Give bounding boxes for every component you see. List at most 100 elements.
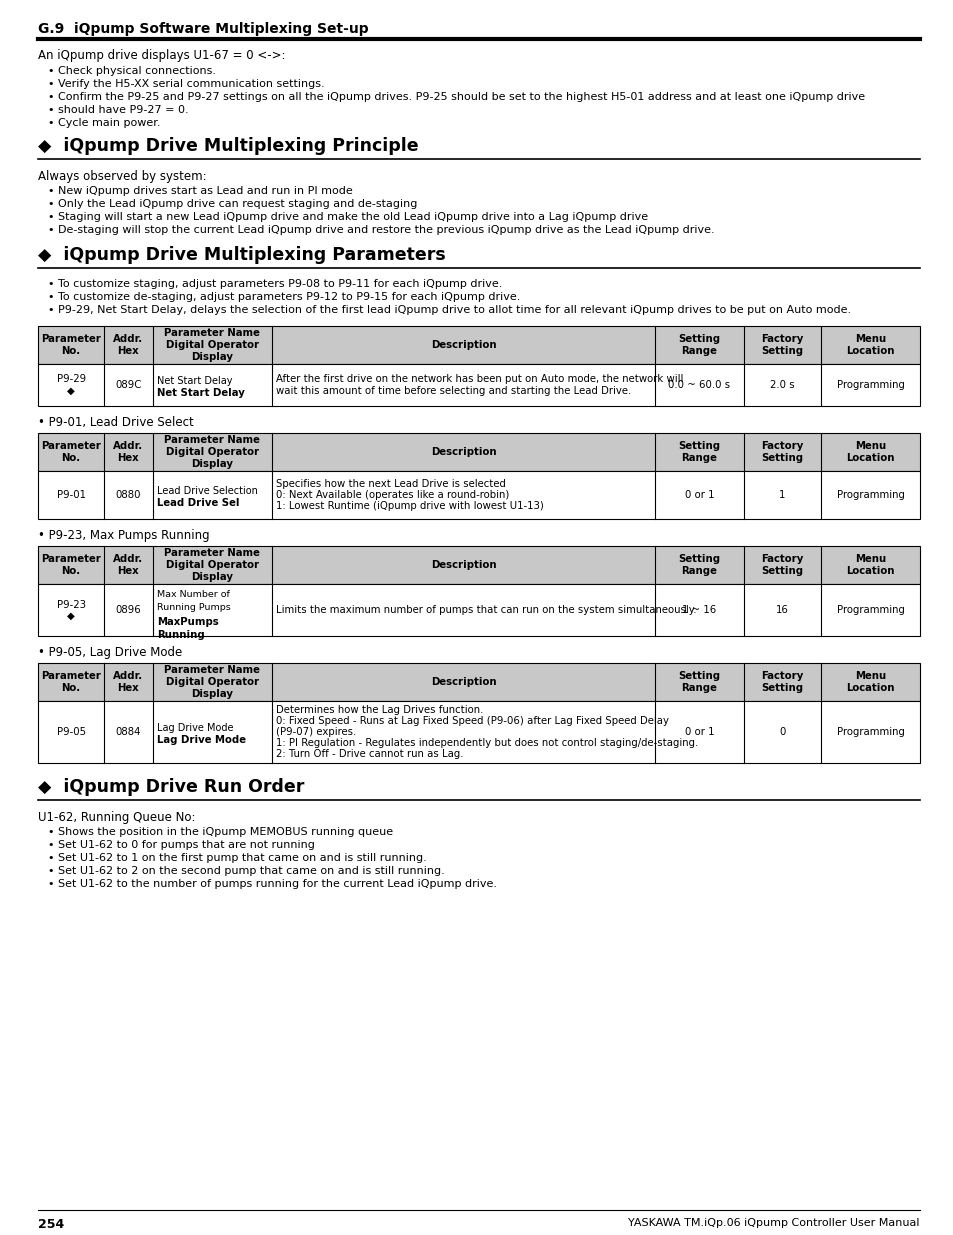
Text: Limits the maximum number of pumps that can run on the system simultaneously.: Limits the maximum number of pumps that …	[275, 605, 696, 615]
Text: U1-62, Running Queue No:: U1-62, Running Queue No:	[38, 811, 195, 824]
Text: • P9-01, Lead Drive Select: • P9-01, Lead Drive Select	[38, 416, 193, 429]
Text: • Check physical connections.: • Check physical connections.	[48, 65, 215, 77]
Text: • Shows the position in the iQpump MEMOBUS running queue: • Shows the position in the iQpump MEMOB…	[48, 827, 393, 837]
Text: wait this amount of time before selecting and starting the Lead Drive.: wait this amount of time before selectin…	[275, 385, 630, 395]
Text: 0.0 ~ 60.0 s: 0.0 ~ 60.0 s	[668, 380, 730, 390]
Text: • Cycle main power.: • Cycle main power.	[48, 119, 160, 128]
Text: Running Pumps: Running Pumps	[156, 604, 231, 613]
Text: Programming: Programming	[836, 380, 903, 390]
Bar	[38, 471, 919, 519]
Text: 2: Turn Off - Drive cannot run as Lag.: 2: Turn Off - Drive cannot run as Lag.	[275, 748, 463, 760]
Text: Setting
Range: Setting Range	[678, 671, 720, 693]
Text: Lag Drive Mode: Lag Drive Mode	[156, 722, 233, 734]
Text: 1: PI Regulation - Regulates independently but does not control staging/de-stagi: 1: PI Regulation - Regulates independent…	[275, 739, 698, 748]
Text: Menu
Location: Menu Location	[845, 671, 894, 693]
Text: • New iQpump drives start as Lead and run in PI mode: • New iQpump drives start as Lead and ru…	[48, 186, 353, 196]
Text: 0884: 0884	[115, 727, 141, 737]
Text: Setting
Range: Setting Range	[678, 335, 720, 356]
Text: After the first drive on the network has been put on Auto mode, the network will: After the first drive on the network has…	[275, 374, 682, 384]
Text: Factory
Setting: Factory Setting	[760, 335, 802, 356]
Text: Factory
Setting: Factory Setting	[760, 671, 802, 693]
Text: Factory
Setting: Factory Setting	[760, 555, 802, 576]
Text: Lead Drive Selection: Lead Drive Selection	[156, 487, 257, 496]
Text: Factory
Setting: Factory Setting	[760, 441, 802, 463]
Text: Determines how the Lag Drives function.: Determines how the Lag Drives function.	[275, 705, 482, 715]
Text: 1: Lowest Runtime (iQpump drive with lowest U1-13): 1: Lowest Runtime (iQpump drive with low…	[275, 501, 543, 511]
Text: Parameter Name
Digital Operator
Display: Parameter Name Digital Operator Display	[164, 329, 260, 362]
Text: • Set U1-62 to 2 on the second pump that came on and is still running.: • Set U1-62 to 2 on the second pump that…	[48, 866, 444, 876]
Text: • P9-23, Max Pumps Running: • P9-23, Max Pumps Running	[38, 529, 210, 542]
Text: • P9-29, Net Start Delay, delays the selection of the first lead iQpump drive to: • P9-29, Net Start Delay, delays the sel…	[48, 305, 850, 315]
Text: • Set U1-62 to 1 on the first pump that came on and is still running.: • Set U1-62 to 1 on the first pump that …	[48, 853, 426, 863]
Text: Addr.
Hex: Addr. Hex	[113, 335, 143, 356]
Text: • Confirm the P9-25 and P9-27 settings on all the iQpump drives. P9-25 should be: • Confirm the P9-25 and P9-27 settings o…	[48, 91, 864, 103]
Text: Lag Drive Mode: Lag Drive Mode	[156, 735, 246, 745]
Text: Setting
Range: Setting Range	[678, 555, 720, 576]
Text: Net Start Delay: Net Start Delay	[156, 375, 232, 387]
Text: Description: Description	[431, 447, 496, 457]
Bar	[38, 546, 919, 584]
Text: • To customize de-staging, adjust parameters P9-12 to P9-15 for each iQpump driv: • To customize de-staging, adjust parame…	[48, 291, 519, 303]
Text: • De-staging will stop the current Lead iQpump drive and restore the previous iQ: • De-staging will stop the current Lead …	[48, 225, 714, 235]
Text: An iQpump drive displays U1-67 = 0 <->:: An iQpump drive displays U1-67 = 0 <->:	[38, 49, 285, 62]
Text: Net Start Delay: Net Start Delay	[156, 388, 244, 398]
Text: G.9  iQpump Software Multiplexing Set-up: G.9 iQpump Software Multiplexing Set-up	[38, 22, 368, 36]
Text: 0 or 1: 0 or 1	[684, 490, 714, 500]
Text: Addr.
Hex: Addr. Hex	[113, 555, 143, 576]
Text: • Staging will start a new Lead iQpump drive and make the old Lead iQpump drive : • Staging will start a new Lead iQpump d…	[48, 212, 647, 222]
Text: 0880: 0880	[115, 490, 141, 500]
Text: Description: Description	[431, 677, 496, 687]
Text: • Verify the H5-XX serial communication settings.: • Verify the H5-XX serial communication …	[48, 79, 324, 89]
Text: Menu
Location: Menu Location	[845, 555, 894, 576]
Text: MaxPumps: MaxPumps	[156, 616, 218, 626]
Text: 0 or 1: 0 or 1	[684, 727, 714, 737]
Text: ◆  iQpump Drive Multiplexing Parameters: ◆ iQpump Drive Multiplexing Parameters	[38, 246, 445, 264]
Text: Lead Drive Sel: Lead Drive Sel	[156, 498, 239, 508]
Text: Specifies how the next Lead Drive is selected: Specifies how the next Lead Drive is sel…	[275, 479, 505, 489]
Bar	[38, 701, 919, 763]
Text: 0: 0	[779, 727, 784, 737]
Text: Menu
Location: Menu Location	[845, 335, 894, 356]
Text: Description: Description	[431, 340, 496, 350]
Text: Addr.
Hex: Addr. Hex	[113, 441, 143, 463]
Bar	[38, 584, 919, 636]
Text: Parameter Name
Digital Operator
Display: Parameter Name Digital Operator Display	[164, 666, 260, 699]
Text: Parameter Name
Digital Operator
Display: Parameter Name Digital Operator Display	[164, 548, 260, 582]
Text: 0: Fixed Speed - Runs at Lag Fixed Speed (P9-06) after Lag Fixed Speed Delay: 0: Fixed Speed - Runs at Lag Fixed Speed…	[275, 716, 668, 726]
Text: 254: 254	[38, 1218, 64, 1231]
Text: Description: Description	[431, 559, 496, 571]
Text: • Set U1-62 to the number of pumps running for the current Lead iQpump drive.: • Set U1-62 to the number of pumps runni…	[48, 879, 497, 889]
Text: ◆: ◆	[67, 610, 75, 620]
Text: Programming: Programming	[836, 490, 903, 500]
Text: Parameter Name
Digital Operator
Display: Parameter Name Digital Operator Display	[164, 436, 260, 468]
Text: ◆  iQpump Drive Multiplexing Principle: ◆ iQpump Drive Multiplexing Principle	[38, 137, 418, 156]
Text: 0896: 0896	[115, 605, 141, 615]
Text: 0: Next Available (operates like a round-robin): 0: Next Available (operates like a round…	[275, 490, 509, 500]
Bar	[38, 364, 919, 406]
Text: 1 ~ 16: 1 ~ 16	[681, 605, 716, 615]
Bar	[38, 663, 919, 701]
Text: Programming: Programming	[836, 605, 903, 615]
Text: ◆: ◆	[67, 385, 75, 395]
Text: Programming: Programming	[836, 727, 903, 737]
Text: Parameter
No.: Parameter No.	[41, 671, 101, 693]
Text: Parameter
No.: Parameter No.	[41, 555, 101, 576]
Text: 1: 1	[779, 490, 784, 500]
Text: YASKAWA TM.iQp.06 iQpump Controller User Manual: YASKAWA TM.iQp.06 iQpump Controller User…	[628, 1218, 919, 1228]
Text: • should have P9-27 = 0.: • should have P9-27 = 0.	[48, 105, 189, 115]
Text: (P9-07) expires.: (P9-07) expires.	[275, 727, 355, 737]
Text: 16: 16	[775, 605, 788, 615]
Text: Max Number of: Max Number of	[156, 590, 230, 599]
Text: • Only the Lead iQpump drive can request staging and de-staging: • Only the Lead iQpump drive can request…	[48, 199, 417, 209]
Text: P9-05: P9-05	[56, 727, 86, 737]
Text: P9-01: P9-01	[56, 490, 86, 500]
Text: P9-23: P9-23	[56, 599, 86, 610]
Text: • P9-05, Lag Drive Mode: • P9-05, Lag Drive Mode	[38, 646, 182, 659]
Text: 2.0 s: 2.0 s	[769, 380, 794, 390]
Text: Setting
Range: Setting Range	[678, 441, 720, 463]
Bar	[38, 433, 919, 471]
Bar	[38, 326, 919, 364]
Text: Running: Running	[156, 630, 204, 640]
Text: Always observed by system:: Always observed by system:	[38, 170, 207, 183]
Text: Menu
Location: Menu Location	[845, 441, 894, 463]
